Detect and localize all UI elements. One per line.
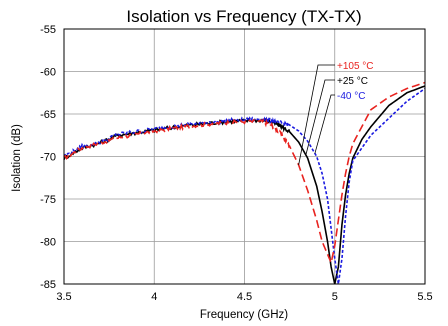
x-tick-label: 4	[151, 291, 157, 303]
y-tick-label: -80	[40, 237, 56, 249]
chart-title: Isolation vs Frequency (TX-TX)	[126, 7, 361, 26]
x-axis-label: Frequency (GHz)	[200, 309, 288, 321]
grid-lines	[64, 29, 425, 284]
y-tick-label: -55	[40, 24, 56, 36]
y-tick-label: -60	[40, 67, 56, 79]
legend-leader-line	[298, 64, 335, 166]
legend-label: +105 °C	[337, 61, 374, 72]
legend-label: +25 °C	[337, 76, 368, 87]
series-line	[63, 81, 426, 266]
x-tick-label: 5.5	[417, 291, 432, 303]
y-tick-label: -85	[40, 279, 56, 291]
x-tick-label: 5	[332, 291, 338, 303]
x-tick-label: 4.5	[237, 291, 252, 303]
legend-leader-line	[314, 94, 335, 154]
legend: +105 °C +25 °C -40 °C	[298, 61, 374, 166]
tick-labels: 3.5 4 4.5 5 5.5 -55 -60 -65 -70 -75 -80 -85	[40, 24, 433, 303]
y-tick-label: -65	[40, 109, 56, 121]
series-lines	[63, 81, 426, 285]
legend-leader-line	[305, 79, 335, 156]
y-axis-label: Isolation (dB)	[11, 124, 23, 192]
plot-area-border	[63, 28, 426, 285]
y-tick-label: -70	[40, 152, 56, 164]
legend-label: -40 °C	[337, 91, 365, 102]
y-tick-label: -75	[40, 194, 56, 206]
x-tick-label: 3.5	[56, 291, 71, 303]
